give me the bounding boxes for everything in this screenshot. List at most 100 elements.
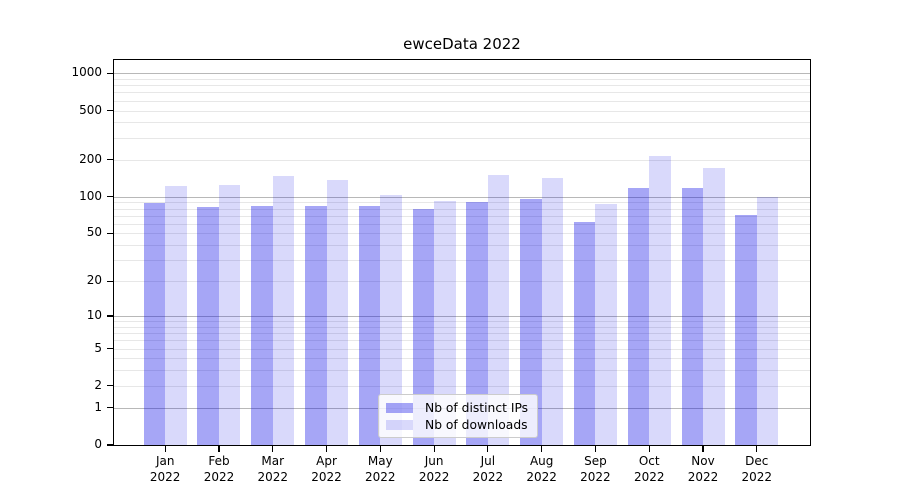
gridline-minor xyxy=(114,223,810,225)
x-tick-year: 2022 xyxy=(741,470,773,484)
x-tick-mark xyxy=(487,446,489,452)
y-tick-label: 0 xyxy=(94,437,102,451)
x-tick-mark xyxy=(756,446,758,452)
y-tick-label: 20 xyxy=(86,273,102,288)
x-tick-label: Jan 2022 xyxy=(133,453,197,485)
x-tick-month: Nov xyxy=(691,454,715,468)
y-tick-label: 100 xyxy=(79,188,102,203)
x-tick-year: 2022 xyxy=(687,470,719,484)
gridline-minor xyxy=(114,245,810,247)
gridline-minor xyxy=(114,333,810,335)
gridline-minor xyxy=(114,321,810,323)
gridline-minor xyxy=(114,340,810,342)
x-tick-mark xyxy=(325,446,328,452)
bar-distinct-ips-jul xyxy=(466,202,488,445)
chart-title: ewceData 2022 xyxy=(403,35,521,53)
y-tick-mark xyxy=(107,196,114,198)
bar-distinct-ips-dec xyxy=(735,214,757,445)
y-tick-mark xyxy=(107,407,114,409)
y-tick-label: 10 xyxy=(86,307,102,322)
x-tick-year: 2022 xyxy=(149,470,181,484)
x-tick-mark xyxy=(379,446,381,452)
x-tick-year: 2022 xyxy=(633,470,665,484)
x-tick-label: Mar 2022 xyxy=(241,453,305,485)
x-tick-year: 2022 xyxy=(365,470,396,484)
x-tick-label: Apr 2022 xyxy=(295,453,359,485)
y-tick-label: 1000 xyxy=(71,65,102,80)
gridline-minor xyxy=(114,122,810,124)
bar-downloads-sep xyxy=(595,204,617,445)
gridline-major xyxy=(114,73,810,75)
gridline-minor xyxy=(114,92,810,94)
x-tick-label: Dec 2022 xyxy=(725,453,789,485)
gridline-minor xyxy=(114,348,810,350)
x-tick-month: Jan xyxy=(155,454,175,468)
legend-entry-downloads: Nb of downloads xyxy=(386,416,528,433)
legend-swatch-downloads xyxy=(386,419,413,430)
bar-distinct-ips-mar xyxy=(251,205,273,445)
bar-distinct-ips-feb xyxy=(197,207,219,445)
x-tick-month: Apr xyxy=(316,454,337,468)
y-tick-label: 500 xyxy=(79,102,102,117)
gridline-minor xyxy=(114,208,810,210)
gridline-minor xyxy=(114,202,810,204)
x-tick-year: 2022 xyxy=(257,470,289,484)
x-tick-mark xyxy=(218,446,220,452)
x-tick-year: 2022 xyxy=(311,470,342,484)
bar-downloads-nov xyxy=(703,167,725,445)
legend-swatch-distinct-ips xyxy=(386,402,413,413)
bar-distinct-ips-may xyxy=(358,205,381,445)
x-tick-month: Jun xyxy=(424,454,444,468)
bar-downloads-oct xyxy=(649,156,671,445)
gridline-minor xyxy=(114,78,810,80)
x-tick-month: May xyxy=(367,454,393,468)
x-tick-label: Jul 2022 xyxy=(456,453,520,485)
gridline-minor xyxy=(114,85,810,87)
bar-distinct-ips-jun xyxy=(412,209,435,445)
gridline-minor xyxy=(114,159,810,161)
bar-downloads-jan xyxy=(165,185,187,445)
legend-entry-distinct-ips: Nb of distinct IPs xyxy=(386,399,528,416)
gridline-major xyxy=(114,196,810,198)
x-tick-mark xyxy=(433,446,435,452)
gridline-major xyxy=(114,315,810,317)
legend: Nb of distinct IPs Nb of downloads xyxy=(378,394,539,438)
x-tick-mark xyxy=(541,446,543,452)
gridline-minor xyxy=(114,137,810,139)
bar-downloads-feb xyxy=(218,184,241,445)
bar-distinct-ips-jan xyxy=(143,203,166,445)
bar-distinct-ips-nov xyxy=(681,188,703,445)
x-tick-mark xyxy=(648,446,650,452)
x-tick-month: Mar xyxy=(261,454,285,468)
x-tick-label: Aug 2022 xyxy=(510,453,574,485)
x-tick-year: 2022 xyxy=(472,470,504,484)
bar-downloads-mar xyxy=(272,176,295,445)
x-tick-mark xyxy=(702,446,704,452)
x-tick-mark xyxy=(272,446,274,452)
y-tick-label: 2 xyxy=(94,377,102,392)
x-tick-label: Jun 2022 xyxy=(402,453,466,485)
bar-distinct-ips-oct xyxy=(627,187,650,445)
y-tick-mark xyxy=(107,72,114,74)
y-tick-mark xyxy=(107,109,114,112)
x-tick-label: Sep 2022 xyxy=(563,453,627,485)
x-tick-year: 2022 xyxy=(526,470,557,484)
x-tick-month: Sep xyxy=(584,454,607,468)
x-tick-label: Feb 2022 xyxy=(187,453,251,485)
x-tick-label: Nov 2022 xyxy=(671,453,735,485)
x-tick-month: Aug xyxy=(529,454,554,468)
x-tick-mark xyxy=(594,446,597,452)
plot-area xyxy=(114,60,810,445)
legend-label-downloads: Nb of downloads xyxy=(425,417,528,432)
legend-label-distinct-ips: Nb of distinct IPs xyxy=(425,400,529,415)
bar-distinct-ips-sep xyxy=(573,222,596,445)
x-tick-label: May 2022 xyxy=(348,453,412,485)
gridline-minor xyxy=(114,385,810,387)
y-tick-mark xyxy=(107,444,114,446)
x-tick-month: Dec xyxy=(745,454,769,468)
gridline-minor xyxy=(114,358,810,360)
y-tick-label: 200 xyxy=(79,151,102,166)
x-tick-month: Oct xyxy=(638,454,660,468)
x-tick-label: Oct 2022 xyxy=(617,453,681,485)
